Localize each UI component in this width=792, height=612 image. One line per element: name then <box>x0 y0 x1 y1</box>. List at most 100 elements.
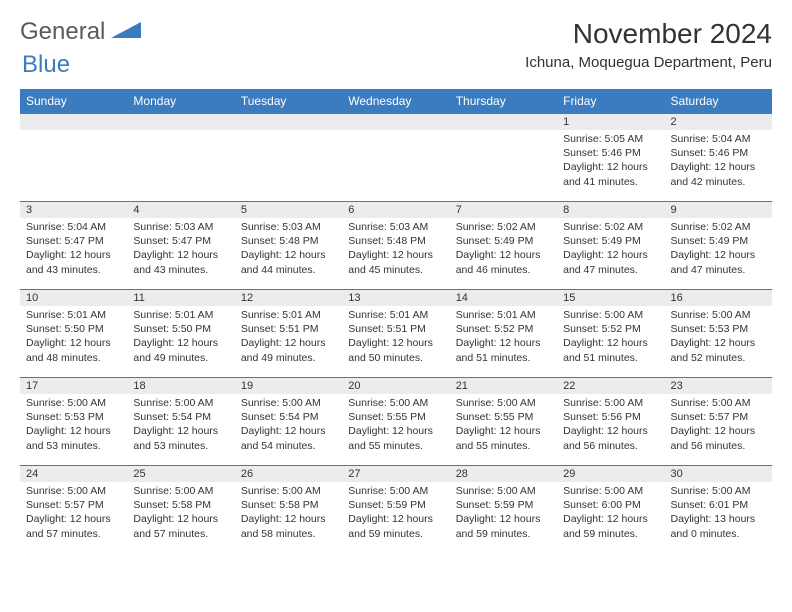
calendar-day-cell: 21Sunrise: 5:00 AMSunset: 5:55 PMDayligh… <box>450 378 557 466</box>
daylight-text: Daylight: 12 hours and 41 minutes. <box>563 160 658 188</box>
sunset-text: Sunset: 5:49 PM <box>671 234 766 248</box>
day-number: 25 <box>127 466 234 482</box>
sunrise-text: Sunrise: 5:00 AM <box>671 484 766 498</box>
calendar-day-cell: 7Sunrise: 5:02 AMSunset: 5:49 PMDaylight… <box>450 202 557 290</box>
day-details: Sunrise: 5:00 AMSunset: 5:58 PMDaylight:… <box>235 482 342 545</box>
logo: General <box>20 18 143 46</box>
sunrise-text: Sunrise: 5:00 AM <box>563 484 658 498</box>
day-details: Sunrise: 5:00 AMSunset: 5:57 PMDaylight:… <box>20 482 127 545</box>
calendar-day-cell: 18Sunrise: 5:00 AMSunset: 5:54 PMDayligh… <box>127 378 234 466</box>
daylight-text: Daylight: 12 hours and 46 minutes. <box>456 248 551 276</box>
sunrise-text: Sunrise: 5:00 AM <box>456 484 551 498</box>
calendar-day-cell: 19Sunrise: 5:00 AMSunset: 5:54 PMDayligh… <box>235 378 342 466</box>
sunset-text: Sunset: 6:00 PM <box>563 498 658 512</box>
day-number: 7 <box>450 202 557 218</box>
daylight-text: Daylight: 12 hours and 54 minutes. <box>241 424 336 452</box>
daylight-text: Daylight: 12 hours and 53 minutes. <box>133 424 228 452</box>
daylight-text: Daylight: 12 hours and 52 minutes. <box>671 336 766 364</box>
sunrise-text: Sunrise: 5:00 AM <box>671 396 766 410</box>
day-number: 17 <box>20 378 127 394</box>
calendar-day-cell: 28Sunrise: 5:00 AMSunset: 5:59 PMDayligh… <box>450 466 557 554</box>
calendar-day-cell: 3Sunrise: 5:04 AMSunset: 5:47 PMDaylight… <box>20 202 127 290</box>
day-number <box>450 114 557 130</box>
sunrise-text: Sunrise: 5:05 AM <box>563 132 658 146</box>
sunset-text: Sunset: 5:59 PM <box>456 498 551 512</box>
location-text: Ichuna, Moquegua Department, Peru <box>525 54 772 71</box>
day-details: Sunrise: 5:03 AMSunset: 5:47 PMDaylight:… <box>127 218 234 281</box>
sunset-text: Sunset: 5:54 PM <box>133 410 228 424</box>
calendar-week-row: 1Sunrise: 5:05 AMSunset: 5:46 PMDaylight… <box>20 114 772 202</box>
day-number: 1 <box>557 114 664 130</box>
sunset-text: Sunset: 5:58 PM <box>241 498 336 512</box>
day-details: Sunrise: 5:00 AMSunset: 5:53 PMDaylight:… <box>665 306 772 369</box>
sunrise-text: Sunrise: 5:04 AM <box>671 132 766 146</box>
daylight-text: Daylight: 12 hours and 59 minutes. <box>563 512 658 540</box>
sunrise-text: Sunrise: 5:00 AM <box>133 484 228 498</box>
calendar-day-cell: 17Sunrise: 5:00 AMSunset: 5:53 PMDayligh… <box>20 378 127 466</box>
sunrise-text: Sunrise: 5:00 AM <box>456 396 551 410</box>
day-details: Sunrise: 5:02 AMSunset: 5:49 PMDaylight:… <box>450 218 557 281</box>
day-details: Sunrise: 5:05 AMSunset: 5:46 PMDaylight:… <box>557 130 664 193</box>
day-details: Sunrise: 5:01 AMSunset: 5:51 PMDaylight:… <box>342 306 449 369</box>
weekday-header: Monday <box>127 89 234 114</box>
daylight-text: Daylight: 12 hours and 47 minutes. <box>563 248 658 276</box>
day-number: 23 <box>665 378 772 394</box>
weekday-header: Sunday <box>20 89 127 114</box>
day-details: Sunrise: 5:00 AMSunset: 5:58 PMDaylight:… <box>127 482 234 545</box>
daylight-text: Daylight: 12 hours and 53 minutes. <box>26 424 121 452</box>
calendar-day-cell: 4Sunrise: 5:03 AMSunset: 5:47 PMDaylight… <box>127 202 234 290</box>
daylight-text: Daylight: 12 hours and 49 minutes. <box>241 336 336 364</box>
day-number: 9 <box>665 202 772 218</box>
day-number: 20 <box>342 378 449 394</box>
sunset-text: Sunset: 5:54 PM <box>241 410 336 424</box>
sunrise-text: Sunrise: 5:00 AM <box>671 308 766 322</box>
day-details: Sunrise: 5:00 AMSunset: 5:55 PMDaylight:… <box>342 394 449 457</box>
calendar-day-cell: 11Sunrise: 5:01 AMSunset: 5:50 PMDayligh… <box>127 290 234 378</box>
calendar-day-cell: 6Sunrise: 5:03 AMSunset: 5:48 PMDaylight… <box>342 202 449 290</box>
sunrise-text: Sunrise: 5:00 AM <box>241 484 336 498</box>
day-number: 6 <box>342 202 449 218</box>
weekday-row: SundayMondayTuesdayWednesdayThursdayFrid… <box>20 89 772 114</box>
sunrise-text: Sunrise: 5:00 AM <box>563 308 658 322</box>
sunset-text: Sunset: 6:01 PM <box>671 498 766 512</box>
sunrise-text: Sunrise: 5:01 AM <box>456 308 551 322</box>
logo-text-blue: Blue <box>22 51 70 78</box>
calendar-body: 1Sunrise: 5:05 AMSunset: 5:46 PMDaylight… <box>20 114 772 554</box>
calendar-week-row: 24Sunrise: 5:00 AMSunset: 5:57 PMDayligh… <box>20 466 772 554</box>
day-details: Sunrise: 5:04 AMSunset: 5:47 PMDaylight:… <box>20 218 127 281</box>
day-details: Sunrise: 5:02 AMSunset: 5:49 PMDaylight:… <box>557 218 664 281</box>
day-number: 24 <box>20 466 127 482</box>
day-number <box>235 114 342 130</box>
day-details: Sunrise: 5:01 AMSunset: 5:50 PMDaylight:… <box>127 306 234 369</box>
day-details: Sunrise: 5:04 AMSunset: 5:46 PMDaylight:… <box>665 130 772 193</box>
daylight-text: Daylight: 12 hours and 43 minutes. <box>133 248 228 276</box>
calendar-day-cell: 1Sunrise: 5:05 AMSunset: 5:46 PMDaylight… <box>557 114 664 202</box>
day-number: 29 <box>557 466 664 482</box>
daylight-text: Daylight: 12 hours and 55 minutes. <box>348 424 443 452</box>
calendar-day-cell: 12Sunrise: 5:01 AMSunset: 5:51 PMDayligh… <box>235 290 342 378</box>
weekday-header: Tuesday <box>235 89 342 114</box>
calendar-day-cell: 9Sunrise: 5:02 AMSunset: 5:49 PMDaylight… <box>665 202 772 290</box>
sunrise-text: Sunrise: 5:02 AM <box>671 220 766 234</box>
calendar-day-cell: 23Sunrise: 5:00 AMSunset: 5:57 PMDayligh… <box>665 378 772 466</box>
calendar-day-cell: 20Sunrise: 5:00 AMSunset: 5:55 PMDayligh… <box>342 378 449 466</box>
weekday-header: Wednesday <box>342 89 449 114</box>
sunset-text: Sunset: 5:50 PM <box>133 322 228 336</box>
calendar-week-row: 10Sunrise: 5:01 AMSunset: 5:50 PMDayligh… <box>20 290 772 378</box>
day-number: 2 <box>665 114 772 130</box>
daylight-text: Daylight: 12 hours and 56 minutes. <box>671 424 766 452</box>
daylight-text: Daylight: 12 hours and 55 minutes. <box>456 424 551 452</box>
day-details: Sunrise: 5:00 AMSunset: 5:52 PMDaylight:… <box>557 306 664 369</box>
day-number: 18 <box>127 378 234 394</box>
day-number <box>127 114 234 130</box>
sunrise-text: Sunrise: 5:03 AM <box>241 220 336 234</box>
day-details: Sunrise: 5:00 AMSunset: 6:00 PMDaylight:… <box>557 482 664 545</box>
day-number <box>20 114 127 130</box>
day-details: Sunrise: 5:00 AMSunset: 5:55 PMDaylight:… <box>450 394 557 457</box>
month-title: November 2024 <box>525 18 772 50</box>
calendar-day-cell <box>20 114 127 202</box>
calendar-day-cell: 8Sunrise: 5:02 AMSunset: 5:49 PMDaylight… <box>557 202 664 290</box>
day-details: Sunrise: 5:00 AMSunset: 5:56 PMDaylight:… <box>557 394 664 457</box>
weekday-header: Friday <box>557 89 664 114</box>
calendar-day-cell <box>450 114 557 202</box>
